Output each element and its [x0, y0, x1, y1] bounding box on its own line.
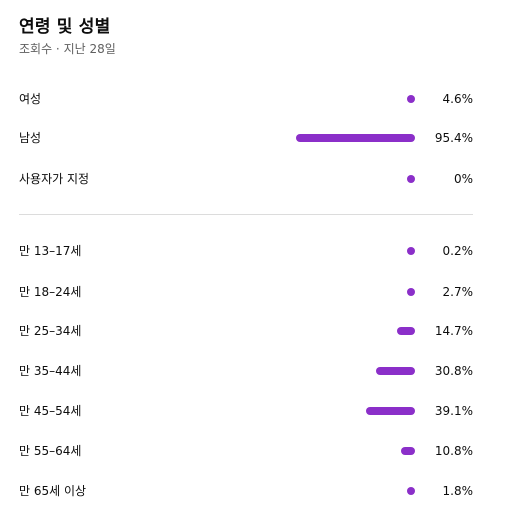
age-percent: 39.1% [434, 404, 473, 418]
age-percent: 2.7% [442, 285, 474, 299]
page-title: 연령 및 성별 [19, 17, 111, 37]
age-label: 만 45–54세 [19, 404, 82, 418]
age-bar [366, 407, 415, 415]
gender-label: 여성 [19, 92, 42, 106]
age-row: 만 18–24세 2.7% [0, 282, 521, 302]
gender-bar [296, 134, 415, 142]
age-bar [376, 367, 415, 375]
gender-row-male: 남성 95.4% [0, 128, 521, 148]
age-bar [401, 447, 415, 455]
age-percent: 30.8% [434, 364, 473, 378]
age-row: 만 55–64세 10.8% [0, 441, 521, 461]
age-bar [397, 327, 415, 335]
gender-bar [407, 175, 415, 183]
age-row: 만 65세 이상 1.8% [0, 481, 521, 501]
age-row: 만 25–34세 14.7% [0, 321, 521, 341]
age-label: 만 25–34세 [19, 324, 82, 338]
age-percent: 10.8% [434, 444, 473, 458]
age-label: 만 13–17세 [19, 244, 82, 258]
gender-row-female: 여성 4.6% [0, 89, 521, 109]
age-bar [407, 247, 415, 255]
gender-bar [407, 95, 415, 103]
age-label: 만 55–64세 [19, 444, 82, 458]
gender-label: 남성 [19, 131, 42, 145]
age-label: 만 35–44세 [19, 364, 82, 378]
age-label: 만 65세 이상 [19, 484, 87, 498]
age-row: 만 13–17세 0.2% [0, 241, 521, 261]
gender-percent: 4.6% [442, 92, 474, 106]
age-percent: 1.8% [442, 484, 474, 498]
gender-row-user-specified: 사용자가 지정 0% [0, 169, 521, 189]
age-row: 만 35–44세 30.8% [0, 361, 521, 381]
age-row: 만 45–54세 39.1% [0, 401, 521, 421]
age-percent: 0.2% [442, 244, 474, 258]
gender-label: 사용자가 지정 [19, 172, 90, 186]
age-bar [407, 288, 415, 296]
age-bar [407, 487, 415, 495]
gender-percent: 0% [453, 172, 473, 186]
age-percent: 14.7% [434, 324, 473, 338]
gender-percent: 95.4% [434, 131, 473, 145]
page-subtitle: 조회수 · 지난 28일 [19, 42, 116, 56]
age-label: 만 18–24세 [19, 285, 82, 299]
section-divider [19, 214, 473, 215]
